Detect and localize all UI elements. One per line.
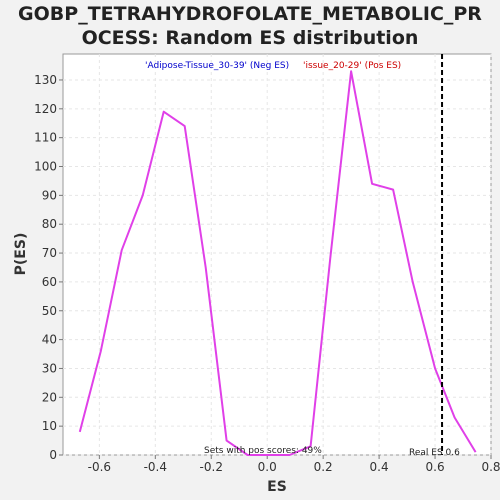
y-axis-label: P(ES): [13, 233, 29, 276]
x-tick-label: -0.6: [88, 460, 111, 474]
plot-background: [62, 53, 492, 456]
y-tick-label: 0: [49, 448, 57, 462]
grid: [63, 54, 492, 456]
series-line: [78, 70, 477, 456]
x-axis-label: ES: [267, 479, 287, 495]
x-tick-label: 0.6: [426, 460, 445, 474]
ticks: 0 10 20 30 40 50 60 70 80 90 100 110 120 130 -0.6 -0.4 -…: [34, 73, 500, 474]
y-tick-label: 130: [34, 73, 57, 87]
x-tick-label: 0.4: [370, 460, 389, 474]
y-tick-label: 90: [42, 188, 57, 202]
legend-neg-es: 'Adipose-Tissue_30-39' (Neg ES): [145, 61, 289, 71]
annotation-pos-scores: Sets with pos scores: 49%: [204, 446, 322, 456]
y-tick-label: 50: [42, 304, 57, 318]
y-tick-label: 30: [42, 361, 57, 375]
annotation-real-es: Real ES 0.6: [409, 448, 460, 458]
x-tick-label: 0.2: [314, 460, 333, 474]
legend-pos-es: 'issue_20-29' (Pos ES): [303, 61, 401, 71]
x-tick-label: -0.2: [200, 460, 223, 474]
y-tick-label: 40: [42, 333, 57, 347]
chart-title-line1: GOBP_TETRAHYDROFOLATE_METABOLIC_PR: [18, 3, 482, 25]
y-tick-label: 10: [42, 419, 57, 433]
x-tick-label: -0.4: [144, 460, 167, 474]
y-tick-label: 110: [34, 131, 57, 145]
x-tick-label: 0.8: [481, 460, 500, 474]
y-tick-label: 70: [42, 246, 57, 260]
y-tick-label: 60: [42, 275, 57, 289]
y-tick-label: 120: [34, 102, 57, 116]
y-tick-label: 20: [42, 390, 57, 404]
y-tick-label: 80: [42, 217, 57, 231]
series: [78, 70, 477, 456]
x-tick-label: 0.0: [258, 460, 277, 474]
y-tick-label: 100: [34, 160, 57, 174]
chart-title-line2: OCESS: Random ES distribution: [82, 27, 419, 49]
